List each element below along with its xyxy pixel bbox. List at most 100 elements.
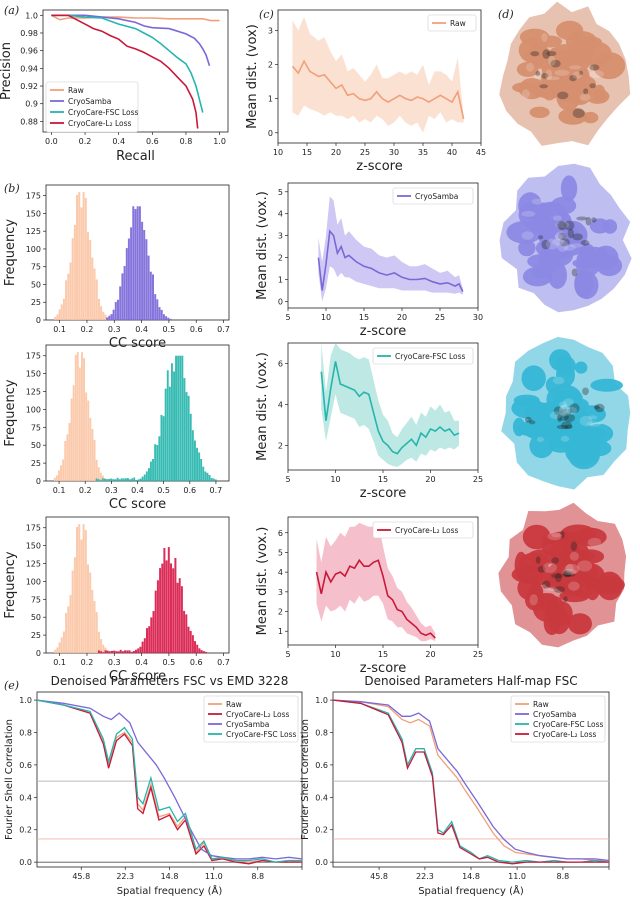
hist-bar-cryocare-l2-loss	[187, 626, 190, 653]
hist-bar-cryocare-fsc-loss	[177, 355, 180, 481]
hist-bar-cryosamba	[143, 230, 146, 320]
hist-bar-cryocare-l2-loss	[100, 651, 103, 653]
x-tick-label: 0.6	[183, 486, 196, 495]
chart-c1: 10 15 20 25 30 35 40 45 0 1 2 3 z-score Mean dist. (v…	[245, 9, 486, 174]
map-highlight	[560, 435, 570, 442]
y-axis-label: Frequency	[3, 551, 18, 618]
series-line-cryocare-l2-loss	[51, 14, 199, 129]
map-lobe	[578, 243, 595, 259]
map-cavity	[582, 387, 589, 396]
map-lobe	[529, 106, 550, 119]
map-lobe	[558, 108, 588, 125]
y-axis-label: Fourier Shell Correlation	[300, 719, 311, 840]
map-cavity	[558, 232, 567, 241]
map-highlight	[558, 404, 571, 417]
map-highlight	[568, 581, 580, 591]
hist-bar-raw	[80, 207, 83, 320]
x-tick-label: 22.3	[416, 872, 434, 881]
hist-bar-cryocare-fsc-loss	[208, 475, 211, 481]
map-cavity	[546, 50, 557, 57]
y-tick-label: 75	[31, 263, 41, 272]
map-cavity	[589, 64, 600, 71]
hist-bar-cryosamba	[167, 317, 170, 320]
density-map-raw	[499, 1, 631, 146]
hist-bar-cryocare-fsc-loss	[173, 371, 175, 481]
hist-bar-cryocare-l2-loss	[104, 650, 107, 653]
hist-bar-cryocare-fsc-loss	[125, 478, 127, 481]
hist-bar-raw	[67, 606, 70, 653]
x-tick-label: 5	[285, 313, 290, 322]
map-lobe	[565, 439, 600, 465]
x-axis-label: Recall	[116, 149, 155, 164]
y-tick-label: 0	[36, 649, 41, 658]
y-tick-label: 125	[26, 560, 41, 569]
hist-bar-cryocare-fsc-loss	[166, 370, 169, 481]
map-lobe	[560, 175, 578, 202]
map-lobe	[565, 65, 585, 77]
map-lobe	[539, 249, 561, 273]
legend-label: CryoCare-L₂ Loss	[226, 710, 290, 719]
hist-bar-cryocare-fsc-loss	[114, 479, 117, 481]
map-cavity	[537, 565, 546, 573]
panel-label: (c)	[259, 8, 274, 21]
hist-bar-cryocare-l2-loss	[102, 652, 105, 653]
hist-bar-raw	[72, 385, 75, 481]
map-highlight	[563, 398, 574, 407]
x-axis-label: CC score	[109, 669, 166, 684]
y-tick-label: 2	[278, 254, 283, 263]
hist-bar-raw	[58, 470, 60, 481]
hist-bar-raw	[69, 595, 72, 653]
y-tick-label: 2	[278, 608, 283, 617]
hist-bar-cryosamba	[106, 317, 109, 320]
hist-bar-cryocare-l2-loss	[135, 649, 137, 653]
y-tick-label: 1.0	[25, 11, 38, 20]
hist-bar-cryocare-fsc-loss	[204, 471, 207, 481]
legend-label: Raw	[68, 86, 84, 95]
y-tick-label: 150	[26, 542, 41, 551]
hist-bar-cryocare-l2-loss	[121, 651, 124, 653]
hist-bar-cryocare-fsc-loss	[156, 445, 159, 481]
hist-bar-raw	[100, 639, 103, 653]
legend-label: CryoCare-L₂ Loss	[395, 526, 459, 535]
y-axis-label: Fourier Shell Correlation	[4, 719, 15, 840]
map-cavity	[551, 573, 563, 579]
legend-box	[372, 521, 474, 539]
map-cavity	[524, 416, 532, 423]
legend-label: CryoCare-FSC Loss	[533, 720, 604, 729]
legend-box	[510, 695, 606, 743]
x-tick-label: 20	[397, 313, 407, 322]
y-tick-label: 75	[31, 595, 41, 604]
map-highlight	[565, 563, 574, 573]
y-tick-label: 0.8	[315, 729, 328, 738]
map-cavity	[567, 228, 574, 239]
hist-bar-cryocare-l2-loss	[196, 644, 199, 653]
hist-bar-cryocare-fsc-loss	[206, 472, 209, 481]
y-tick-label: 100	[26, 577, 41, 586]
map-highlight	[569, 551, 579, 561]
hist-bar-cryocare-l2-loss	[167, 547, 170, 653]
chart-b3: 0.1 0.2 0.3 0.4 0.5 0.6 0.7 0 25 50 75 100 125 150 175…	[3, 516, 230, 684]
hist-bar-cryocare-fsc-loss	[101, 478, 104, 481]
hist-bar-cryocare-fsc-loss	[127, 478, 129, 481]
map-highlight	[564, 564, 580, 574]
hist-bar-cryosamba	[127, 238, 130, 320]
map-lobe	[549, 559, 584, 587]
confidence-band	[318, 196, 463, 302]
y-tick-label: 3	[278, 588, 283, 597]
hist-bar-cryosamba	[154, 294, 157, 320]
map-cavity	[560, 530, 565, 539]
y-tick-label: 100	[26, 405, 41, 414]
hist-bar-raw	[60, 465, 62, 481]
map-highlight	[556, 240, 569, 252]
hist-bar-cryocare-l2-loss	[185, 614, 188, 653]
x-tick-label: 40	[447, 148, 457, 157]
hist-bar-cryocare-fsc-loss	[99, 480, 102, 481]
x-axis-label: z-score	[356, 159, 402, 174]
y-tick-label: 0.98	[20, 29, 38, 38]
hist-bar-raw	[78, 367, 81, 481]
map-highlight	[579, 415, 593, 426]
chart-b1: 0.1 0.2 0.3 0.4 0.5 0.6 0.7 0 25 50 75 100 125 150 175…	[3, 184, 230, 351]
hist-bar-cryocare-fsc-loss	[212, 478, 215, 481]
hist-bar-raw	[54, 316, 57, 320]
